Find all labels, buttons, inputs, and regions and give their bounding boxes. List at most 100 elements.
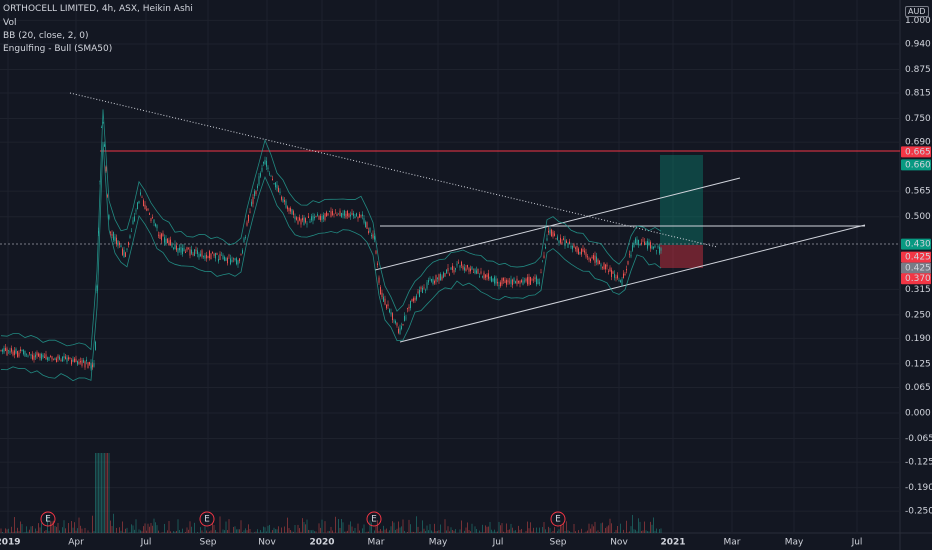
volume-bar [515, 530, 516, 533]
candle [209, 251, 210, 259]
price-tag [901, 146, 931, 158]
volume-bar [332, 530, 333, 533]
candle [69, 357, 71, 359]
candle [308, 216, 309, 219]
candle [309, 221, 311, 223]
volume-bar [467, 522, 468, 533]
volume-bar [224, 530, 225, 533]
candle [108, 215, 110, 219]
candle [240, 253, 242, 255]
volume-bar [260, 530, 261, 533]
earnings-marker [366, 511, 382, 527]
candle [266, 160, 267, 167]
candle [437, 277, 438, 279]
volume-bar [131, 524, 132, 533]
candle [83, 359, 84, 363]
candle [648, 241, 650, 246]
time-label: Jul [851, 538, 863, 548]
candle [557, 236, 558, 241]
candle [198, 254, 200, 258]
price-tag [901, 238, 931, 250]
volume-bar [545, 529, 546, 533]
candle [101, 127, 102, 128]
candle [659, 246, 660, 254]
candle [378, 277, 380, 283]
volume-bar [489, 521, 491, 533]
band [0, 141, 662, 382]
volume-bar [209, 531, 210, 533]
price-label: 0.000 [905, 409, 931, 419]
volume-bar [486, 526, 488, 533]
volume-bar [168, 521, 170, 533]
candle [197, 250, 198, 255]
volume-bar [207, 532, 209, 533]
volume-bar [368, 531, 369, 533]
candle [32, 354, 33, 360]
volume-bar [108, 453, 110, 533]
volume-bar [377, 520, 378, 533]
volume-bar [53, 520, 54, 533]
volume-bar [431, 530, 432, 533]
time-label: 2019 [0, 538, 21, 548]
time-label: Nov [610, 538, 628, 548]
candle [563, 238, 564, 240]
candle [602, 267, 603, 269]
volume-bar [315, 531, 317, 533]
volume-bar [419, 532, 420, 533]
volume-bar [245, 528, 246, 533]
candle [539, 282, 540, 284]
volume-bar [597, 530, 599, 533]
candle [477, 268, 479, 274]
volume-bar [618, 532, 620, 533]
candle [260, 173, 261, 177]
candle [573, 244, 575, 248]
volume-bar [410, 524, 411, 533]
candle [459, 265, 461, 268]
candle [635, 238, 636, 244]
candle [153, 219, 155, 223]
candle [561, 242, 563, 244]
candle [423, 287, 425, 289]
volume-bar [606, 526, 608, 533]
indicator: Engulfing - Bull (SMA50) [3, 44, 113, 54]
volume-bar [12, 531, 14, 533]
candle [617, 275, 618, 279]
candle [498, 285, 500, 286]
candle [261, 167, 263, 172]
candle [204, 255, 206, 259]
volume-bar [504, 532, 506, 533]
volume-bar [335, 516, 336, 533]
candle [531, 278, 533, 280]
volume-bar [228, 519, 230, 533]
bollinger-bands [0, 109, 662, 382]
candle [216, 253, 218, 255]
candle [300, 219, 302, 225]
candle [471, 266, 473, 270]
candle [110, 231, 111, 233]
volume-bar [371, 522, 372, 533]
volume-bar [534, 532, 536, 533]
candle [564, 239, 566, 247]
candle [123, 249, 125, 258]
candle [389, 309, 390, 313]
volume-bar [531, 531, 533, 533]
candle [657, 246, 659, 248]
volume-bar [146, 530, 147, 533]
candle [200, 253, 201, 257]
volume-bar [500, 525, 501, 533]
candle [420, 287, 422, 289]
volume-bar [72, 527, 74, 533]
volume-bar [465, 527, 467, 533]
candle [38, 353, 39, 357]
candle [174, 244, 176, 250]
candle [462, 265, 464, 270]
candle [96, 286, 98, 291]
candle [111, 233, 113, 236]
candle [519, 281, 521, 284]
candle [113, 231, 114, 241]
volume-bar [629, 531, 630, 533]
volume-bar [453, 530, 455, 533]
price-tag [901, 159, 931, 171]
candle [282, 198, 284, 203]
